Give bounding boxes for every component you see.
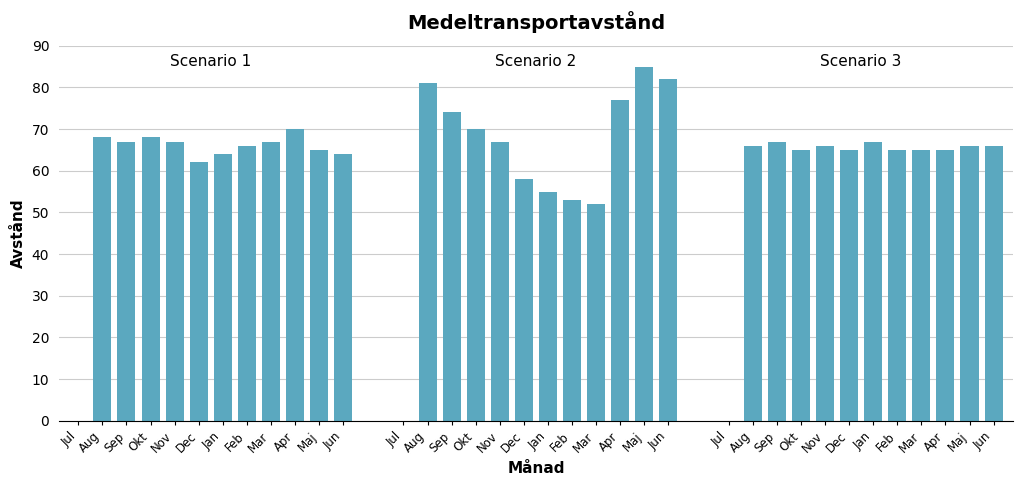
Text: Scenario 2: Scenario 2 [496,54,577,69]
Bar [262,142,280,421]
Bar [912,150,931,421]
Bar [490,142,509,421]
Bar [286,129,304,421]
Bar [93,137,112,421]
Text: Scenario 3: Scenario 3 [820,54,902,69]
Bar [214,154,231,421]
Bar [985,146,1002,421]
Bar [118,142,135,421]
Title: Medeltransportavstånd: Medeltransportavstånd [407,11,665,33]
Y-axis label: Avstånd: Avstånd [11,199,26,268]
Bar [792,150,810,421]
Bar [961,146,979,421]
Bar [563,200,581,421]
Bar [635,67,653,421]
Bar [310,150,329,421]
Bar [768,142,785,421]
Bar [840,150,858,421]
Bar [936,150,954,421]
Bar [816,146,834,421]
Text: Scenario 1: Scenario 1 [170,54,251,69]
Bar [166,142,183,421]
Bar [539,191,557,421]
Bar [515,179,532,421]
Bar [743,146,762,421]
Bar [238,146,256,421]
X-axis label: Månad: Månad [507,461,564,476]
Bar [442,112,461,421]
Bar [141,137,160,421]
Bar [334,154,352,421]
Bar [888,150,906,421]
Bar [419,83,436,421]
Bar [467,129,484,421]
Bar [864,142,883,421]
Bar [189,163,208,421]
Bar [611,100,630,421]
Bar [659,79,678,421]
Bar [587,204,605,421]
